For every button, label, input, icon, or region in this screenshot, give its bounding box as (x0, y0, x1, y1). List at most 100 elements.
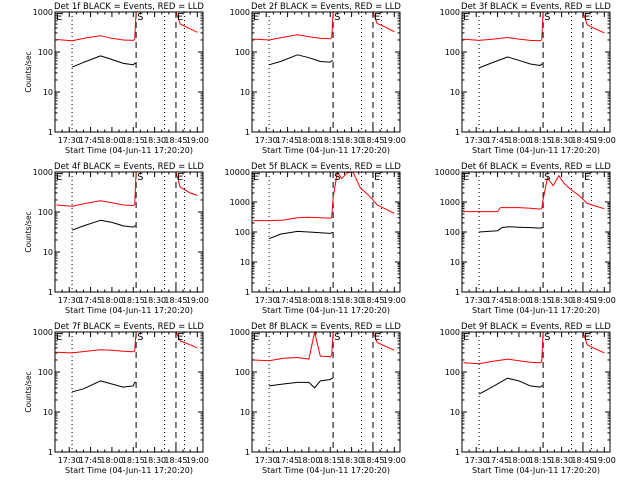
marker-letter: E (56, 12, 62, 23)
y-tick-label: 100 (235, 368, 250, 377)
chart-title: Det 1f BLACK = Events, RED = LLD (54, 2, 204, 12)
chart-panel-1: E S E 1 10 100 1000 17:3017:4518:0018:1518:3018… (24, 2, 209, 155)
x-tick-label: 17:30 (255, 296, 278, 305)
y-tick-label: 100 (445, 48, 460, 57)
y-tick-label: 1 (455, 288, 460, 297)
y-tick-label: 100 (38, 48, 53, 57)
series-line-events (269, 377, 334, 389)
chart-panel-6: E S E11010010001000017:3017:4518:0018:1518… (435, 162, 616, 315)
x-axis-label: Start Time (04-Jun-11 17:20:20) (65, 146, 193, 155)
y-tick-label: 1000 (33, 168, 53, 177)
y-tick-label: 10000 (225, 168, 250, 177)
series-line-events (71, 380, 137, 393)
y-tick-label: 100 (445, 228, 460, 237)
y-tick-label: 100 (235, 228, 250, 237)
plot-frame (54, 171, 204, 293)
y-tick-label: 1 (455, 128, 460, 137)
marker-letter: E (463, 332, 469, 343)
y-tick-label: 1000 (33, 8, 53, 17)
y-tick-label: 1000 (230, 328, 250, 337)
chart-panel-8: E S E 1 10 100 1000 17:3017:4518:0018:1518:3018… (230, 322, 406, 475)
x-tick-label: 18:00 (297, 296, 320, 305)
x-tick-label: 19:00 (383, 136, 406, 145)
y-tick-label: 100 (38, 208, 53, 217)
y-tick-label: 100 (445, 368, 460, 377)
x-tick-label: 19:00 (383, 296, 406, 305)
x-axis-label: Start Time (04-Jun-11 17:20:20) (262, 306, 390, 315)
x-tick-label: 18:30 (143, 456, 166, 465)
x-tick-label: 17:30 (255, 136, 278, 145)
series-line-events (71, 55, 137, 68)
x-tick-label: 18:45 (571, 136, 594, 145)
series-line-lld (463, 175, 605, 213)
chart-panel-3: E S E 1 10 100 1000 17:3017:4518:0018:1518:3018… (440, 2, 616, 155)
x-tick-label: 18:00 (507, 136, 530, 145)
y-tick-label: 1000 (33, 328, 53, 337)
x-tick-label: 18:30 (143, 136, 166, 145)
x-tick-label: 18:45 (571, 456, 594, 465)
marker-letter: S (544, 172, 550, 183)
chart-panel-2: E S E 1 10 100 1000 17:3017:4518:0018:1518:3018… (230, 2, 406, 155)
marker-letter: E (463, 172, 469, 183)
x-axis-label: Start Time (04-Jun-11 17:20:20) (262, 146, 390, 155)
y-tick-label: 100 (38, 368, 53, 377)
x-tick-label: 18:30 (340, 296, 363, 305)
marker-letter: E (253, 172, 259, 183)
y-tick-label: 10 (240, 258, 250, 267)
chart-title: Det 7f BLACK = Events, RED = LLD (54, 322, 204, 332)
y-tick-label: 10 (240, 88, 250, 97)
y-tick-label: 1000 (440, 198, 460, 207)
chart-title: Det 6f BLACK = Events, RED = LLD (461, 162, 611, 172)
marker-letter: E (56, 172, 62, 183)
marker-letter: E (56, 332, 62, 343)
y-tick-label: 1 (48, 128, 53, 137)
series-line-events (71, 219, 137, 231)
x-tick-label: 18:15 (319, 136, 342, 145)
plot-frame (461, 11, 611, 133)
x-tick-label: 17:45 (276, 296, 299, 305)
x-tick-label: 17:45 (486, 296, 509, 305)
x-axis-label: Start Time (04-Jun-11 17:20:20) (472, 466, 600, 475)
marker-letter: E (374, 12, 380, 23)
marker-letter: E (584, 332, 590, 343)
plot-frame (251, 331, 401, 453)
x-tick-label: 17:45 (486, 456, 509, 465)
series-line-lld (56, 11, 198, 42)
x-tick-label: 18:30 (340, 136, 363, 145)
series-line-events (268, 230, 334, 240)
chart-title: Det 2f BLACK = Events, RED = LLD (251, 2, 401, 12)
x-tick-label: 17:30 (58, 296, 81, 305)
x-tick-label: 17:45 (79, 456, 102, 465)
x-tick-label: 17:45 (79, 136, 102, 145)
x-tick-label: 19:00 (593, 296, 616, 305)
y-tick-label: 100 (235, 48, 250, 57)
y-tick-label: 10 (43, 408, 53, 417)
marker-letter: E (253, 332, 259, 343)
x-tick-label: 18:00 (507, 296, 530, 305)
x-tick-label: 18:30 (550, 456, 573, 465)
x-tick-label: 18:45 (571, 296, 594, 305)
plot-frame (251, 171, 401, 293)
x-tick-label: 17:30 (58, 456, 81, 465)
x-tick-label: 18:15 (122, 136, 145, 145)
y-tick-label: 10 (43, 248, 53, 257)
chart-title: Det 5f BLACK = Events, RED = LLD (251, 162, 401, 172)
chart-panel-5: E S E11010010001000017:3017:4518:0018:1518… (225, 162, 406, 315)
series-line-lld (463, 331, 605, 365)
x-tick-label: 17:30 (465, 296, 488, 305)
x-tick-label: 19:00 (593, 456, 616, 465)
x-tick-label: 18:15 (529, 456, 552, 465)
y-tick-label: 1 (245, 448, 250, 457)
series-line-lld (56, 171, 198, 207)
series-line-events (478, 377, 544, 395)
x-tick-label: 17:45 (276, 136, 299, 145)
y-tick-label: 10 (240, 408, 250, 417)
plot-frame (251, 11, 401, 133)
x-tick-label: 17:45 (276, 456, 299, 465)
x-axis-label: Start Time (04-Jun-11 17:20:20) (472, 306, 600, 315)
marker-letter: E (584, 172, 590, 183)
y-tick-label: 1000 (440, 8, 460, 17)
series-line-lld (463, 11, 605, 42)
x-tick-label: 18:00 (100, 456, 123, 465)
